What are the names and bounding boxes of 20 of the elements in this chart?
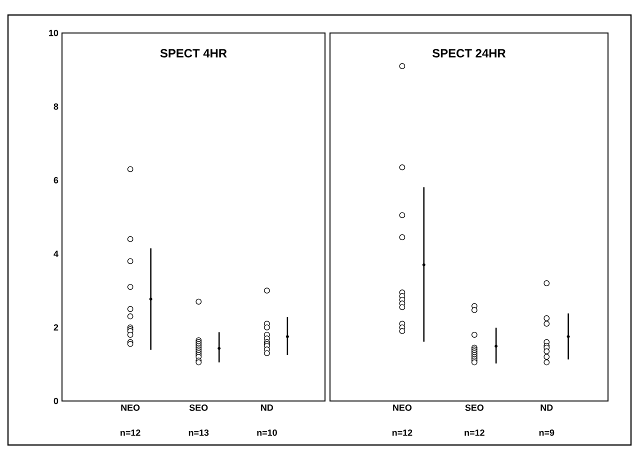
text: n=12 [120, 430, 140, 436]
y-tick-label: 4 [54, 250, 58, 257]
x-tick-label: SEO [465, 404, 484, 411]
text: n=12 [464, 430, 484, 436]
y-tick-label: 6 [54, 177, 58, 184]
text: n=13 [188, 430, 209, 436]
text: SPECT 4HR [160, 49, 227, 58]
x-tick-label: ND [261, 404, 274, 411]
y-tick-label: 10 [49, 30, 58, 36]
x-tick-label: ND [540, 404, 553, 411]
text: SPECT 24HR [432, 49, 506, 58]
y-tick-label: 8 [54, 103, 58, 110]
x-tick-label: SEO [189, 404, 208, 411]
x-tick-label: NEO [121, 404, 140, 411]
text: n=9 [539, 430, 554, 436]
y-tick-label: 2 [54, 324, 58, 331]
x-tick-label: NEO [393, 404, 412, 411]
y-tick-label: 0 [54, 398, 58, 404]
text: n=10 [257, 430, 277, 436]
text: n=12 [392, 430, 412, 436]
